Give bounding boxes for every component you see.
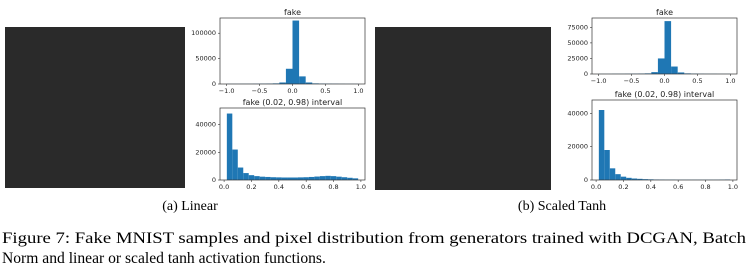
- figure-caption: Figure 7: Fake MNIST samples and pixel d…: [2, 230, 746, 247]
- y-tick-label: 0: [212, 176, 216, 184]
- histogram-bar: [642, 179, 649, 180]
- histogram-bar: [308, 176, 315, 180]
- histogram-bar: [299, 76, 306, 84]
- chart-title: fake (0.02, 0.98) interval: [243, 98, 343, 107]
- x-tick-label: 0.2: [246, 183, 256, 191]
- histogram-bar: [325, 175, 331, 180]
- subfigure-caption: (b) Scaled Tanh: [518, 199, 606, 214]
- histogram-bar: [620, 176, 627, 180]
- histogram-bar: [292, 177, 298, 180]
- x-tick-label: −0.5: [252, 87, 268, 95]
- histogram-bar: [281, 177, 288, 180]
- axes-frame: [591, 99, 738, 181]
- x-tick-label: 0.0: [659, 77, 669, 85]
- y-tick-label: 75000: [567, 23, 588, 31]
- histogram-bar: [276, 177, 282, 180]
- histogram-bar: [254, 176, 260, 180]
- histogram-bar: [677, 72, 685, 74]
- histogram-bar: [279, 82, 286, 84]
- y-tick-label: 0: [212, 80, 216, 88]
- y-tick-label: 50000: [567, 39, 588, 47]
- histogram-bar: [664, 21, 672, 74]
- histogram-bar: [265, 176, 271, 180]
- x-tick-label: 1.0: [725, 77, 735, 85]
- figure-caption: Norm and linear or scaled tanh activatio…: [2, 250, 326, 267]
- sample-grid: [375, 27, 551, 190]
- histogram-bar: [314, 176, 320, 180]
- x-tick-label: 0.8: [328, 183, 338, 191]
- x-tick-label: 1.0: [353, 87, 363, 95]
- y-tick-label: 0: [584, 176, 588, 184]
- histogram-bar: [259, 176, 266, 180]
- histogram-bar: [303, 177, 309, 180]
- y-tick-label: 100000: [191, 29, 216, 37]
- y-tick-label: 40000: [567, 109, 588, 117]
- x-tick-label: 0.0: [591, 183, 601, 191]
- x-tick-label: 0.8: [700, 183, 710, 191]
- x-tick-label: 0.0: [287, 87, 297, 95]
- histogram-bar: [336, 176, 342, 180]
- x-tick-label: 0.4: [646, 183, 656, 191]
- histogram-bar: [651, 72, 658, 74]
- y-tick-label: 20000: [567, 143, 588, 151]
- histogram-bar: [243, 173, 249, 180]
- histogram-bar: [330, 176, 337, 180]
- x-tick-label: 0.6: [301, 183, 311, 191]
- histogram-bar: [232, 149, 238, 180]
- x-tick-label: −1.0: [219, 87, 235, 95]
- histogram-bar: [305, 82, 313, 84]
- x-tick-label: −1.0: [591, 77, 607, 85]
- histogram-bar: [347, 177, 353, 180]
- histogram-bar: [292, 20, 300, 85]
- chart-title: fake: [284, 8, 301, 17]
- histogram-bar: [604, 150, 610, 180]
- y-tick-label: 0: [584, 70, 588, 78]
- x-tick-label: 0.4: [274, 183, 284, 191]
- subfigure-caption: (a) Linear: [162, 199, 218, 214]
- x-tick-label: 1.0: [728, 183, 738, 191]
- histogram-bar: [609, 168, 616, 180]
- sample-grid: [5, 27, 185, 188]
- histogram-bar: [237, 167, 244, 180]
- x-tick-label: 0.0: [219, 183, 229, 191]
- axes-frame: [219, 107, 366, 181]
- x-tick-label: 0.5: [692, 77, 702, 85]
- histogram-bar: [248, 175, 255, 180]
- y-tick-label: 25000: [567, 54, 588, 62]
- histogram-bar: [285, 68, 293, 84]
- x-tick-label: 0.6: [673, 183, 683, 191]
- x-tick-label: 0.2: [618, 183, 628, 191]
- histogram-bar: [287, 177, 293, 180]
- histogram-bar: [319, 176, 326, 180]
- histogram-bar: [352, 178, 359, 180]
- histogram-bar: [226, 113, 233, 180]
- x-tick-label: −0.5: [624, 77, 640, 85]
- histogram-bar: [341, 177, 348, 180]
- histogram-bar: [270, 177, 277, 180]
- histogram-bar: [615, 174, 621, 180]
- y-tick-label: 40000: [195, 121, 216, 129]
- histogram-bar: [598, 110, 605, 180]
- histogram-bar: [297, 177, 304, 180]
- histogram-bar: [671, 66, 678, 74]
- histogram-bar: [626, 177, 632, 180]
- histogram-bar: [631, 178, 638, 180]
- x-tick-label: 0.5: [320, 87, 330, 95]
- histogram-bar: [657, 58, 665, 74]
- chart-title: fake: [656, 8, 673, 17]
- chart-title: fake (0.02, 0.98) interval: [615, 90, 715, 99]
- y-tick-label: 20000: [195, 148, 216, 156]
- histogram-bar: [637, 178, 643, 180]
- x-tick-label: 1.0: [356, 183, 366, 191]
- y-tick-label: 50000: [195, 55, 216, 63]
